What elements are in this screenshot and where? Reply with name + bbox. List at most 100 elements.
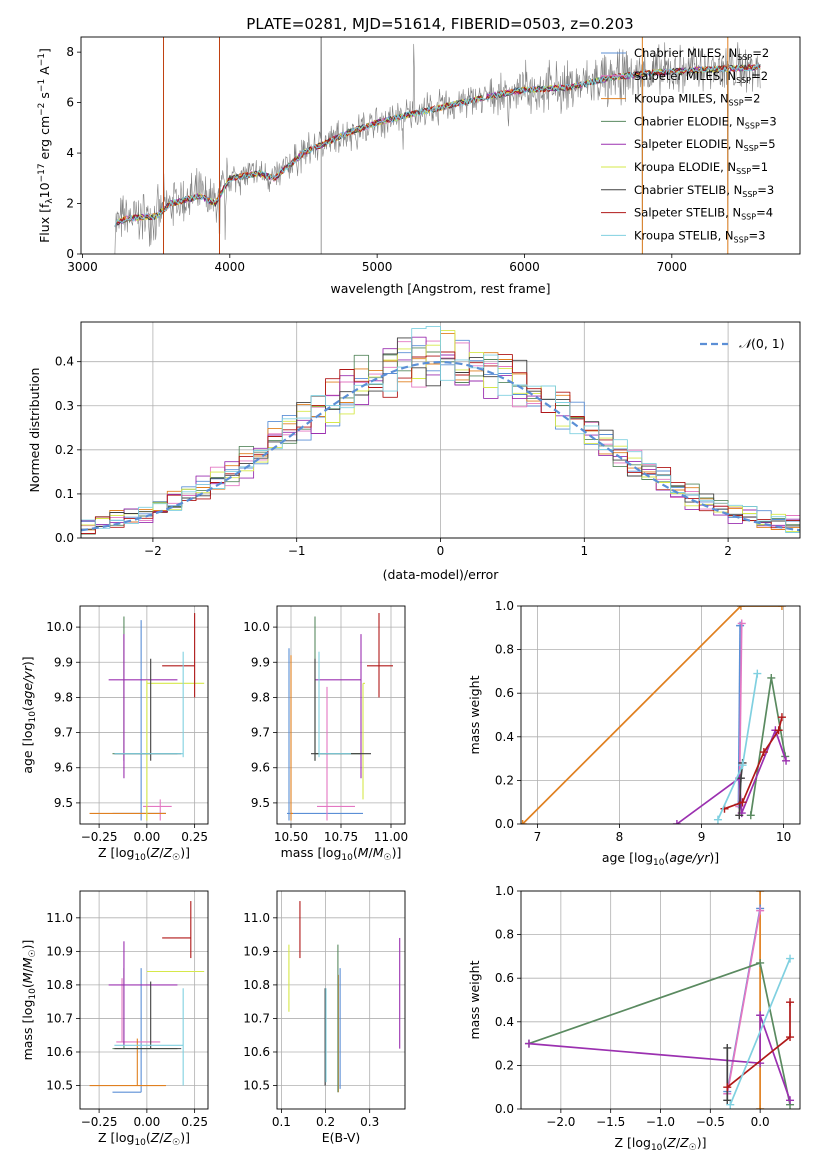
- axes-mass-vs-Z: −0.25 0.00 0.25 10.5 10.6 10.7 10.8 10.9 11.0 Z […: [20, 890, 209, 1148]
- legend-label: Chabrier STELIB, NSSP=3: [634, 183, 774, 199]
- y-tick-label: 9.6: [251, 761, 270, 775]
- weight-marker: [746, 811, 755, 820]
- y-tick-label: 9.5: [251, 796, 270, 810]
- weight-marker: [759, 748, 768, 757]
- y-axis-label: mass [log10(M/M☉)]: [20, 940, 38, 1061]
- x-tick-label: −0.25: [81, 1115, 118, 1129]
- plot-area-age-vs-Z: [89, 613, 205, 821]
- x-tick-label: −1.0: [646, 1115, 675, 1129]
- weight-marker: [723, 1043, 732, 1052]
- axes-residuals: −2 −1 0 1 2 0.0 0.1 0.2 0.3 0.4 (data-model)/error…: [27, 321, 801, 582]
- weight-marker: [753, 669, 762, 678]
- y-tick-label: 10.9: [46, 944, 73, 958]
- weight-marker: [774, 726, 783, 735]
- y-tick-label: 9.7: [54, 726, 73, 740]
- y-tick-label: 0: [66, 247, 74, 261]
- y-tick-label: 1.0: [495, 599, 514, 613]
- axes-age-vs-Z: −0.25 0.00 0.25 9.5 9.6 9.7 9.8 9.9 10.0 Z [log10…: [20, 605, 209, 863]
- weight-line-salpeter-elodie: [528, 1014, 791, 1101]
- y-tick-label: 0.2: [495, 1058, 514, 1072]
- x-tick-label: −0.25: [81, 830, 118, 844]
- legend-label: Kroupa ELODIE, NSSP=1: [634, 160, 768, 176]
- y-tick-label: 0.8: [495, 928, 514, 942]
- weight-marker: [786, 954, 795, 963]
- weight-line-chabrier-elodie: [528, 962, 791, 1105]
- weight-marker: [777, 713, 786, 722]
- axes-spectrum: 3000 4000 5000 6000 7000 0 2 4 6 8 PLATE=0281, MJD…: [37, 15, 801, 296]
- y-tick-label: 0.0: [55, 531, 74, 545]
- legend-label: Salpeter MILES, NSSP=2: [634, 69, 768, 85]
- x-tick-label: 2: [724, 544, 732, 558]
- frame-mass-weight-vs-age: [520, 605, 801, 825]
- y-tick-label: 10.7: [46, 1011, 73, 1025]
- weight-marker: [756, 906, 765, 915]
- x-tick-label: 7: [534, 830, 542, 844]
- x-tick-label: 10.50: [274, 830, 308, 844]
- legend-label: Salpeter ELODIE, NSSP=5: [634, 137, 776, 153]
- axes-mass-weight-vs-Z: −2.0 −1.5 −1.0 −0.5 0.0 0.0 0.2 0.4 0.6 0.8 1.0 Z […: [467, 884, 801, 1153]
- plot-area-mass-weight-vs-Z: [524, 891, 795, 1109]
- weight-marker: [735, 811, 744, 820]
- x-tick-label: 0.25: [181, 830, 208, 844]
- plot-layer: 3000 4000 5000 6000 7000 0 2 4 6 8 PLATE=0281, MJD…: [20, 15, 801, 1153]
- weight-marker: [756, 958, 765, 967]
- x-tick-label: 8: [616, 830, 624, 844]
- axes-mass-weight-vs-age: 7 8 9 10 0.0 0.2 0.4 0.6 0.8 1.0 age [log10(age/yr…: [467, 599, 801, 868]
- y-tick-label: 10.8: [46, 978, 73, 992]
- y-tick-label: 0.0: [495, 1102, 514, 1116]
- y-tick-label: 10.5: [243, 1079, 270, 1093]
- weight-marker: [782, 756, 791, 765]
- x-tick-label: −0.5: [696, 1115, 725, 1129]
- x-axis-label: E(B-V): [322, 1130, 361, 1145]
- y-tick-label: 0.4: [55, 355, 74, 369]
- y-tick-label: 9.9: [54, 655, 73, 669]
- x-tick-label: −1: [288, 544, 306, 558]
- y-tick-label: 9.9: [251, 655, 270, 669]
- x-tick-label: 7000: [657, 260, 688, 274]
- y-axis-label: age [log10(age/yr)]: [20, 656, 38, 773]
- axes-mass-vs-EBV: 0.1 0.2 0.3 10.5 10.6 10.7 10.8 10.9 11.0 E(B-V): [243, 890, 406, 1145]
- y-tick-label: 0.2: [55, 443, 74, 457]
- y-tick-label: 6: [66, 96, 74, 110]
- legend-label: Chabrier MILES, NSSP=2: [634, 46, 769, 62]
- weight-marker: [723, 1083, 732, 1092]
- legend-label: Kroupa STELIB, NSSP=3: [634, 228, 765, 244]
- x-axis-label: Z [log10(Z/Z☉)]: [614, 1135, 706, 1153]
- weight-marker: [777, 606, 786, 610]
- x-tick-label: 0.00: [134, 830, 161, 844]
- y-tick-label: 10.6: [46, 1045, 73, 1059]
- weight-marker: [786, 1096, 795, 1105]
- frame-mass-vs-Z: [79, 890, 209, 1110]
- y-tick-label: 0.4: [495, 730, 514, 744]
- legend: Chabrier MILES, NSSP=2 Salpeter MILES, NS…: [601, 46, 777, 244]
- weight-marker: [736, 774, 745, 783]
- y-tick-label: 10.7: [243, 1011, 270, 1025]
- y-tick-label: 0.1: [55, 487, 74, 501]
- y-tick-label: 10.0: [46, 620, 73, 634]
- y-tick-label: 0.3: [55, 399, 74, 413]
- weight-marker: [521, 820, 527, 824]
- x-tick-label: 4000: [215, 260, 246, 274]
- x-axis-label: mass [log10(M/M☉)]: [281, 845, 402, 863]
- y-tick-label: 10.5: [46, 1079, 73, 1093]
- weight-marker: [767, 673, 776, 682]
- weight-marker: [524, 1039, 533, 1048]
- weight-marker: [713, 815, 722, 824]
- weight-line-salpeter-miles: [726, 910, 761, 1094]
- x-tick-label: 6000: [509, 260, 540, 274]
- axes-age-vs-mass: 10.50 10.75 11.00 9.5 9.6 9.7 9.8 9.9 10.0 mass […: [243, 605, 408, 863]
- x-tick-label: −1.5: [596, 1115, 625, 1129]
- legend-label: Salpeter STELIB, NSSP=4: [634, 206, 773, 222]
- weight-marker: [756, 891, 765, 895]
- y-tick-label: 9.5: [54, 796, 73, 810]
- weight-marker: [738, 761, 747, 770]
- plot-area-age-vs-mass: [287, 613, 393, 821]
- y-tick-label: 10.8: [243, 978, 270, 992]
- weight-marker: [736, 606, 745, 610]
- x-tick-label: 0.2: [316, 1115, 335, 1129]
- y-tick-label: 9.7: [251, 726, 270, 740]
- plot-area-spectrum: [114, 37, 761, 254]
- y-axis-label: Flux [fλ10−17 erg cm−2 s−1 A−1]: [37, 48, 55, 243]
- x-tick-label: −2.0: [546, 1115, 575, 1129]
- weight-marker: [737, 619, 746, 628]
